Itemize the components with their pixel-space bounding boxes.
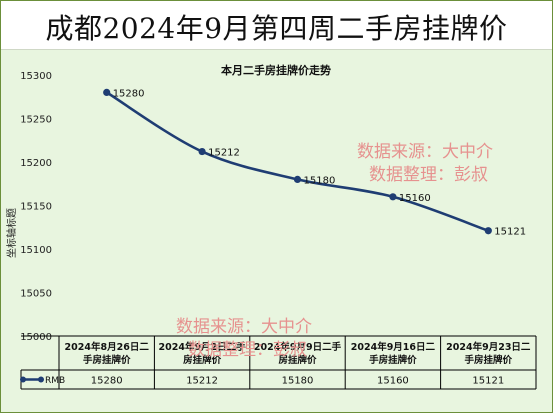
data-point xyxy=(293,175,302,183)
data-label: 15212 xyxy=(208,148,240,159)
table-value: 15280 xyxy=(91,376,123,387)
data-point xyxy=(198,147,206,156)
watermark-line: 数据整理：彭叔 xyxy=(188,340,307,360)
table-value: 15121 xyxy=(472,376,504,387)
table-value: 15180 xyxy=(282,376,314,387)
y-tick-label: 15300 xyxy=(20,71,52,82)
y-tick-label: 15050 xyxy=(20,289,52,300)
data-point xyxy=(103,88,111,96)
data-table: 2024年8月26日二手房挂牌价2024年9月2日二手房挂牌价2024年9月9日… xyxy=(20,335,537,390)
title-bar: 成都2024年9月第四周二手房挂牌价 xyxy=(1,1,552,50)
data-point xyxy=(389,193,397,201)
watermark: 数据来源：大中介 数据整理：彭叔 xyxy=(357,141,493,187)
x-category-label: 手房挂牌价 xyxy=(369,354,417,366)
y-tick-label: 15150 xyxy=(20,202,52,213)
legend-marker xyxy=(38,376,44,383)
x-category-label: 房挂牌价 xyxy=(278,354,317,366)
table-value: 15212 xyxy=(186,376,218,387)
page-title: 成都2024年9月第四周二手房挂牌价 xyxy=(45,12,508,45)
x-category-label: 2024年9月16日二 xyxy=(351,341,436,353)
x-category-label: 2024年8月26日二 xyxy=(65,341,150,353)
watermark-line: 数据整理：彭叔 xyxy=(369,165,488,185)
data-label: 15280 xyxy=(113,88,145,99)
table-value: 15160 xyxy=(377,376,409,387)
watermark-line: 数据来源：大中介 xyxy=(357,142,493,162)
data-label: 15121 xyxy=(494,227,526,238)
line-chart: 本月二手房挂牌价走势 坐标轴标题 15000 15050 15100 15150 152… xyxy=(5,63,537,390)
series-line-group: 15280 15212 15180 15160 15121 xyxy=(103,88,526,238)
legend-label: RMB xyxy=(45,376,65,386)
x-category-label: 手房挂牌价 xyxy=(83,354,131,366)
watermark: 数据来源：大中介 数据整理：彭叔 xyxy=(176,316,312,362)
y-tick-label: 15100 xyxy=(20,245,52,256)
x-category-label: 2024年9月23日二 xyxy=(446,341,531,353)
y-tick-label: 15000 xyxy=(20,332,52,343)
x-category-label: 手房挂牌价 xyxy=(465,354,513,366)
x-category-label: 2024年9月2日二手 xyxy=(159,341,247,353)
y-axis-ticks: 15000 15050 15100 15150 15200 15250 15300 xyxy=(20,71,52,343)
data-label: 15160 xyxy=(399,193,431,204)
chart-title: 本月二手房挂牌价走势 xyxy=(221,63,331,77)
x-category-label: 房挂牌价 xyxy=(183,354,222,366)
y-tick-label: 15200 xyxy=(20,158,52,169)
data-point xyxy=(484,227,492,235)
y-tick-label: 15250 xyxy=(20,115,52,126)
chart-area: 本月二手房挂牌价走势 坐标轴标题 15000 15050 15100 15150 152… xyxy=(1,50,552,411)
legend-marker xyxy=(20,376,26,383)
data-label: 15180 xyxy=(304,175,336,186)
x-category-label: 2024年9月9日二手 xyxy=(254,341,342,353)
watermark-line: 数据来源：大中介 xyxy=(176,317,312,337)
y-axis-title: 坐标轴标题 xyxy=(5,208,18,258)
